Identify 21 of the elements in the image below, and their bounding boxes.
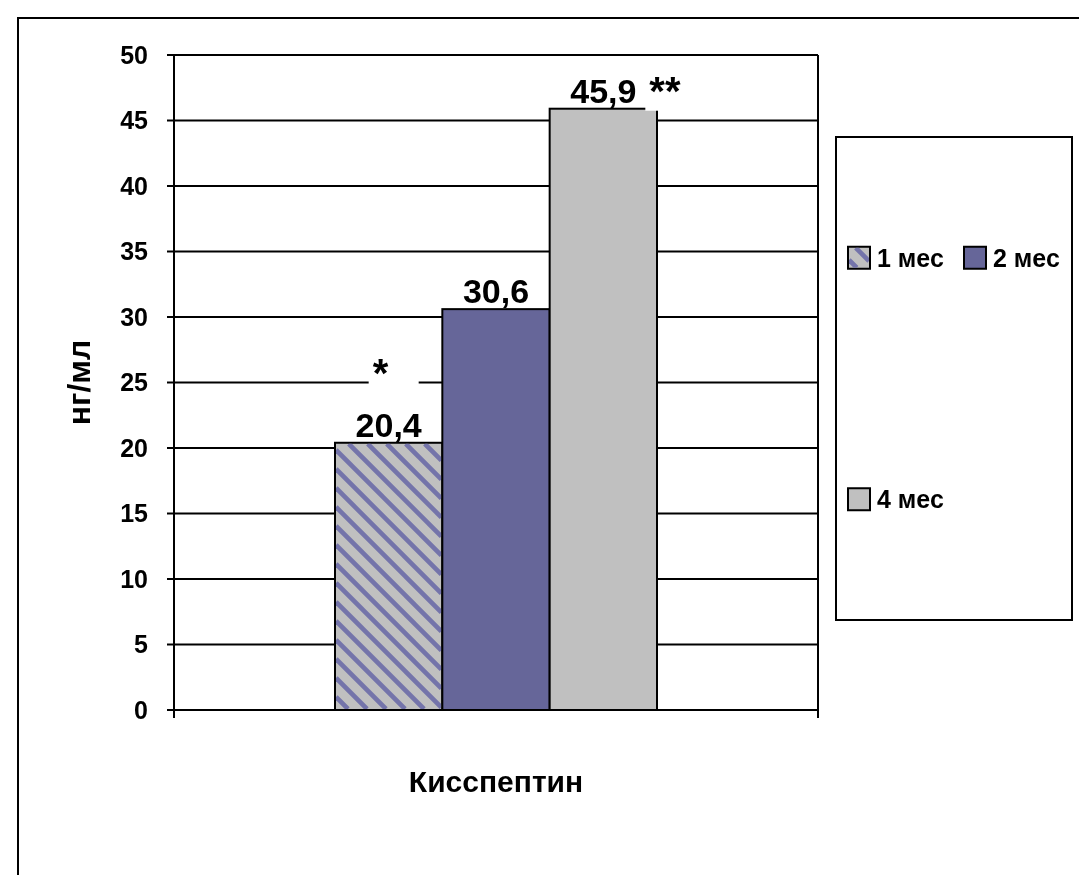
y-tick-label: 30 — [120, 302, 148, 331]
y-tick-label: 40 — [120, 171, 148, 200]
y-tick-label: 10 — [120, 564, 148, 593]
y-tick-label: 50 — [120, 40, 148, 69]
y-tick-label: 15 — [120, 499, 149, 528]
y-tick-label: 35 — [120, 237, 149, 266]
x-tick-label: Кисспептин — [408, 765, 584, 798]
annotation: ** — [649, 68, 681, 113]
legend-label: 2 мес — [993, 243, 1060, 272]
legend-label: 1 мес — [877, 243, 944, 272]
legend-label: 4 мес — [877, 485, 944, 514]
y-tick-label: 20 — [120, 433, 148, 462]
annotation: * — [372, 350, 389, 395]
data-label: 30,6 — [462, 272, 530, 311]
y-axis-title: нг/мл — [61, 339, 97, 426]
y-tick-label: 5 — [134, 630, 149, 659]
data-label: 20,4 — [355, 405, 422, 444]
y-tick-label: 0 — [134, 695, 148, 724]
y-tick-label: 45 — [120, 106, 149, 135]
data-label: 45,9 — [570, 71, 637, 110]
y-tick-label: 25 — [120, 368, 149, 397]
